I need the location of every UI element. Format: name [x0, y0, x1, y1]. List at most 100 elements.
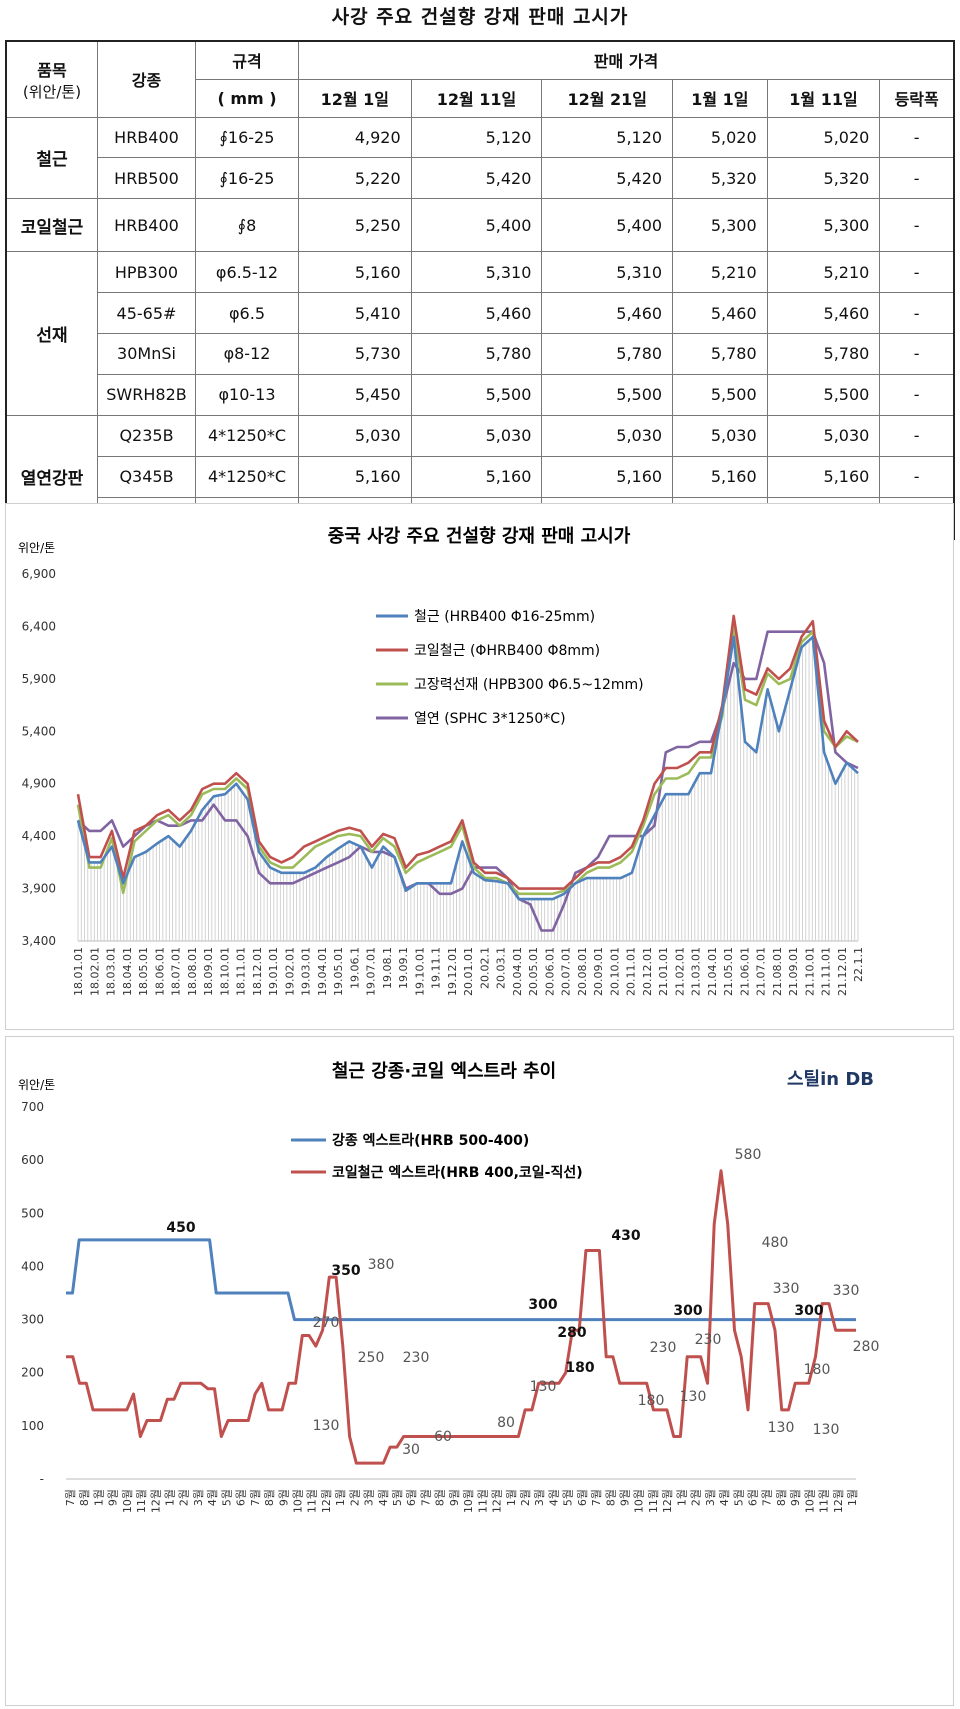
chart1-xtick-label: 20.08.01	[576, 947, 589, 996]
category-cell: 철근	[5, 116, 98, 200]
chart2-xtick-label: 11월	[647, 1489, 660, 1513]
chart2-data-label: 480	[762, 1235, 789, 1251]
chart1-xtick-label: 18.09.01	[202, 947, 215, 996]
chart1-xtick-label: 18.10.01	[218, 947, 231, 996]
chart1-xtick-label: 18.07.01	[170, 947, 183, 996]
chart2-legend-label: 강종 엑스트라(HRB 500-400)	[332, 1132, 529, 1149]
chart1-xtick-label: 20.07.01	[560, 947, 573, 996]
chart2-data-label: 330	[833, 1283, 860, 1299]
header-item-unit: (위안/톤)	[22, 82, 82, 101]
price-cell: 5,400	[541, 198, 674, 253]
chart2-xtick-label: 8월	[604, 1489, 617, 1506]
chart2-xtick-label: 9월	[277, 1489, 290, 1506]
chart2-series-line	[66, 1169, 856, 1465]
chart2-data-label: 130	[313, 1418, 340, 1434]
chart2-xtick-label: 12월	[661, 1489, 674, 1513]
chart2-xtick-label: 8월	[263, 1489, 276, 1506]
price-cell: 5,030	[672, 414, 768, 457]
price-cell: 5,400	[410, 198, 543, 253]
header-spec-unit: ( mm )	[195, 78, 299, 118]
price-cell: 5,500	[766, 373, 881, 416]
header-price: 판매 가격	[298, 40, 955, 80]
price-cell: 5,020	[672, 116, 768, 159]
chart2-data-label: 450	[166, 1220, 195, 1236]
chart1-xtick-label: 18.06.01	[153, 947, 166, 996]
price-cell: 5,460	[672, 292, 768, 335]
chart1-xtick-label: 18.03.01	[105, 947, 118, 996]
chart2-xtick-label: 4월	[547, 1489, 560, 1506]
table-row: 선재 HPB300 φ6.5-12 5,160 5,310 5,310 5,210 5,210…	[5, 251, 955, 416]
chart2-ytick-label: 500	[21, 1206, 44, 1220]
chart2-xtick-label: 1월	[164, 1489, 177, 1506]
price-cell: 5,030	[298, 414, 412, 457]
chart2-xtick-label: 11월	[306, 1489, 319, 1513]
header-date: 1월 11일	[766, 78, 881, 118]
chart2-data-label: 270	[313, 1315, 340, 1331]
chart2-xtick-label: 12월	[832, 1489, 845, 1513]
chart1-legend-label: 고장력선재 (HPB300 Φ6.5~12mm)	[414, 677, 644, 693]
price-cell: 5,310	[410, 251, 543, 294]
table-title: 사강 주요 건설향 강재 판매 고시가	[331, 6, 629, 28]
chart1-xtick-label: 20.12.01	[641, 947, 654, 996]
chart2-xtick-label: 5월	[220, 1489, 233, 1506]
price-cell: 5,410	[298, 292, 412, 335]
chart2-data-label: 300	[794, 1303, 823, 1319]
chart2-ytick-label: 200	[21, 1366, 44, 1380]
chart1-series-line	[76, 614, 859, 890]
chart2-xtick-label: 5월	[391, 1489, 404, 1506]
price-cell: 5,500	[410, 373, 543, 416]
chart1-xtick-label: 19.11.1	[430, 947, 443, 989]
chart2-xtick-label: 9월	[448, 1489, 461, 1506]
grade-cell: HRB500	[97, 157, 196, 200]
chart1-ytick-label: 5,900	[22, 672, 56, 686]
chart1-xtick-label: 18.05.01	[137, 947, 150, 996]
chart1-xtick-label: 20.01.01	[462, 947, 475, 996]
chart2-xtick-label: 11월	[818, 1489, 831, 1513]
chart2-xtick-label: 12월	[320, 1489, 333, 1513]
chart2-xtick-label: 10월	[462, 1489, 475, 1513]
chart2-data-label: 130	[813, 1422, 840, 1438]
grade-cell: SWRH82B	[97, 373, 196, 416]
chart1-xtick-label: 18.12.01	[251, 947, 264, 996]
header-item-label: 품목	[37, 60, 67, 80]
chart2-xtick-label: 7월	[64, 1489, 77, 1506]
table-row: HRB500 ∮16-25 5,220 5,420 5,420 5,320 5,320-	[6, 157, 955, 200]
chart1-xtick-label: 21.09.01	[787, 947, 800, 996]
chart2-xtick-label: 3월	[192, 1489, 205, 1506]
chart1-ytick-label: 6,900	[22, 567, 56, 581]
chart2-ytick-label: 700	[21, 1100, 44, 1114]
price-cell: 5,030	[766, 414, 881, 457]
change-cell: -	[879, 292, 955, 335]
chart1-ytick-label: 4,900	[22, 777, 56, 791]
chart1-xtick-label: 19.06.1	[348, 947, 361, 989]
chart1-panel: 중국 사강 주요 건설향 강재 판매 고시가 위안/톤 3,400 3,900 4,40…	[5, 503, 954, 1030]
chart2-data-label: 230	[403, 1350, 430, 1366]
chart1-xtick-label: 21.10.01	[803, 947, 816, 996]
chart1-ytick-label: 5,400	[22, 724, 56, 738]
chart2-xtick-label: 3월	[363, 1489, 376, 1506]
chart2-legend-label: 코일철근 엑스트라(HRB 400,코일-직선)	[332, 1164, 583, 1181]
chart2-xtick-label: 12월	[149, 1489, 162, 1513]
price-cell: 5,220	[298, 157, 412, 200]
chart2-xtick-label: 2월	[519, 1489, 532, 1506]
chart1-xtick-label: 21.07.01	[755, 947, 768, 996]
price-cell: 5,030	[410, 414, 543, 457]
price-cell: 5,780	[410, 333, 543, 375]
chart1-xtick-label: 21.11.01	[820, 947, 833, 996]
chart2-ytick-label: 600	[21, 1153, 44, 1167]
chart2-xtick-label: 7월	[761, 1489, 774, 1506]
header-date: 12월 21일	[541, 78, 674, 118]
price-cell: 5,160	[298, 455, 412, 498]
chart2-ytick-label: 300	[21, 1313, 44, 1327]
chart2-data-label: 330	[773, 1281, 800, 1297]
chart2-xtick-label: 9월	[107, 1489, 120, 1506]
price-cell: 5,160	[298, 251, 412, 294]
spec-cell: ∮16-25	[195, 157, 299, 200]
price-table: 품목 (위안/톤) 강종 규격 판매 가격 ( mm ) 12월 1일 12월 1…	[5, 40, 955, 540]
chart1-xtick-label: 21.01.01	[657, 947, 670, 996]
chart1-xtick-label: 20.09.01	[592, 947, 605, 996]
change-cell: -	[879, 157, 955, 200]
chart1-xtick-label: 19.12.01	[446, 947, 459, 996]
chart2-data-label: 130	[680, 1389, 707, 1405]
